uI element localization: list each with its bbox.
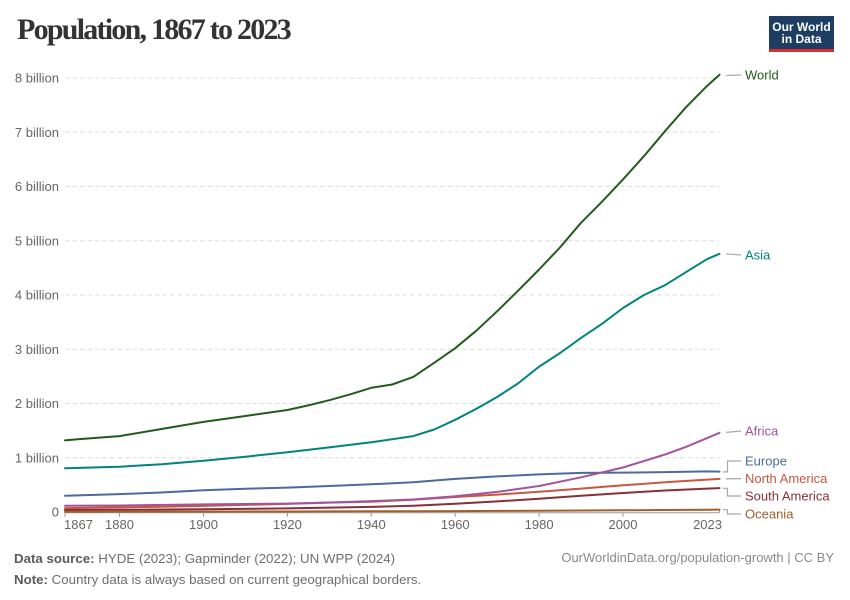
svg-text:2 billion: 2 billion <box>15 396 59 411</box>
svg-text:World: World <box>745 68 779 83</box>
svg-text:7 billion: 7 billion <box>15 125 59 140</box>
svg-text:Europe: Europe <box>745 454 787 469</box>
svg-text:8 billion: 8 billion <box>15 71 59 86</box>
svg-text:Africa: Africa <box>745 423 779 438</box>
svg-text:1900: 1900 <box>189 517 218 532</box>
svg-text:South America: South America <box>745 489 830 504</box>
svg-text:Asia: Asia <box>745 248 771 263</box>
svg-text:1 billion: 1 billion <box>15 450 59 465</box>
svg-text:1920: 1920 <box>273 517 302 532</box>
svg-text:2000: 2000 <box>609 517 638 532</box>
svg-text:3 billion: 3 billion <box>15 342 59 357</box>
svg-text:1880: 1880 <box>105 517 134 532</box>
svg-text:Oceania: Oceania <box>745 507 794 522</box>
svg-text:1960: 1960 <box>441 517 470 532</box>
svg-text:1980: 1980 <box>525 517 554 532</box>
svg-text:6 billion: 6 billion <box>15 179 59 194</box>
svg-text:0: 0 <box>52 505 59 520</box>
svg-text:4 billion: 4 billion <box>15 288 59 303</box>
svg-text:1940: 1940 <box>357 517 386 532</box>
svg-text:2023: 2023 <box>693 517 722 532</box>
svg-text:5 billion: 5 billion <box>15 233 59 248</box>
svg-text:North America: North America <box>745 471 828 486</box>
svg-text:1867: 1867 <box>64 517 93 532</box>
